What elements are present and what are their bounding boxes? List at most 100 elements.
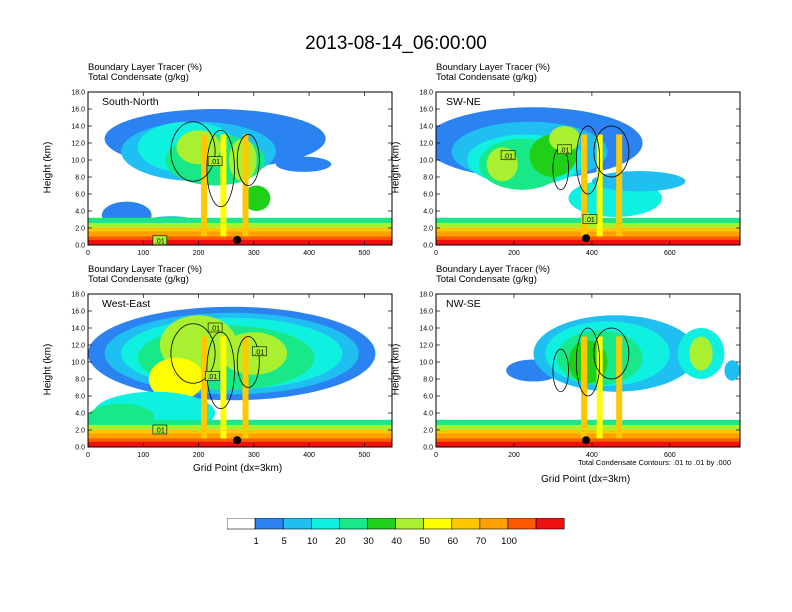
x-tick-label: 300 [248,250,260,257]
colorbar-label: 30 [363,536,374,547]
boundary-layer-band [436,441,740,447]
y-tick-label: 18.0 [419,292,433,299]
y-tick-label: 16.0 [71,107,85,114]
y-tick-label: 6.0 [423,192,433,199]
colorbar-swatch [311,518,340,530]
y-tick-label: 12.0 [419,343,433,350]
colorbar-swatch [254,518,284,530]
y-tick-label: 0.0 [423,445,433,452]
x-tick-label: 200 [508,452,520,459]
x-tick-label: 300 [248,452,260,459]
x-tick-label: 100 [137,250,149,257]
y-tick-label: 14.0 [419,326,433,333]
plot-frame [87,293,393,448]
y-tick-label: 18.0 [71,292,85,299]
colorbar-swatch [395,518,425,530]
condensate-contour [170,121,216,182]
contour-note: Total Condensate Contours: .01 to .01 by… [578,458,732,467]
panel-title: SW-NE [446,96,481,108]
colorbar-label: 5 [281,536,287,547]
contour-label-box [152,424,168,435]
y-tick-label: 16.0 [71,309,85,316]
panel-south-north: Boundary Layer Tracer (%) Total Condensa… [36,62,393,277]
y-tick-label: 8.0 [75,377,85,384]
y-tick-label: 12.0 [71,141,85,148]
contour-label: .01 [207,374,217,381]
convective-column [596,336,603,439]
y-tick-label: 10.0 [71,360,85,367]
tracer-blob [591,171,686,192]
y-tick-label: 18.0 [71,90,85,97]
contour-label: .01 [503,153,513,160]
x-tick-label: 0 [434,452,438,459]
panel-header-condensate: Total Condensate (g/kg) [436,72,537,83]
contour-label: .01 [210,159,220,166]
colorbar-swatch [479,518,509,530]
plot-area: .01 .01 .01 0.0 2.0 4.0 6.0 8.0 10.0 12.0 14.0 16.0… [419,90,741,257]
convective-column [220,134,227,237]
y-tick-label: 16.0 [419,309,433,316]
x-tick-label: 400 [303,452,315,459]
contour-label: .01 [254,349,264,356]
y-tick-label: 2.0 [75,428,85,435]
tracer-blob [242,185,271,211]
y-tick-label: 4.0 [423,411,433,418]
x-axis-label-right: Grid Point (dx=3km) [541,474,631,485]
condensate-contour [593,327,630,380]
convective-column [220,336,227,439]
contour-label: .01 [585,217,595,224]
contour-label-box [207,322,223,333]
contour-label-box [205,371,220,381]
contour-label: .01 [155,238,165,245]
condensate-contour [236,336,260,388]
colorbar-swatch [507,518,537,530]
colorbar [227,518,565,530]
panel-title: NW-SE [446,298,481,310]
y-tick-label: 14.0 [71,124,85,131]
y-tick-label: 6.0 [75,394,85,401]
x-tick-label: 400 [586,452,598,459]
colorbar-label: 100 [501,536,517,547]
convective-column [616,336,623,439]
y-tick-label: 10.0 [419,360,433,367]
y-tick-label: 4.0 [75,209,85,216]
convective-column [201,134,208,237]
plot-frame [435,293,741,448]
y-tick-label: 10.0 [419,158,433,165]
y-tick-label: 14.0 [71,326,85,333]
condensate-contour [552,348,569,393]
figure-title: 2013-08-14_06:00:00 [305,33,487,54]
contour-label: .01 [560,147,570,154]
x-tick-label: 500 [359,452,371,459]
y-tick-label: 6.0 [423,394,433,401]
tracer-blob [689,336,713,371]
convective-column [596,134,603,237]
location-marker [233,235,242,244]
plot-area: .01 .01 .01 .01 0.0 2.0 4.0 6.0 8.0 10.0 12.0 14.0 1… [71,292,393,459]
location-marker [582,234,591,243]
contour-label-box [252,346,267,357]
panel-sw-ne: Boundary Layer Tracer (%) Total Condensa… [384,62,741,277]
tracer-blob [549,126,581,152]
y-tick-label: 8.0 [423,377,433,384]
y-tick-label: 0.0 [423,243,433,250]
convective-column [581,134,588,237]
panel-nw-se: Boundary Layer Tracer (%) Total Condensa… [384,264,741,479]
y-tick-label: 12.0 [71,343,85,350]
condensate-contour [575,125,601,195]
x-tick-label: 400 [586,250,598,257]
x-tick-label: 400 [303,250,315,257]
contour-label-box [500,150,516,161]
contour-label-box [557,144,572,155]
y-tick-label: 4.0 [423,209,433,216]
y-tick-label: 8.0 [423,175,433,182]
colorbar-label: 40 [391,536,402,547]
boundary-layer-band [436,239,740,245]
contour-label: .01 [155,428,165,435]
panel-header-tracer: Boundary Layer Tracer (%) [436,264,551,275]
condensate-contour [206,129,235,208]
panel-header-condensate: Total Condensate (g/kg) [436,274,537,285]
plot-frame [435,91,741,246]
x-axis-label-left: Grid Point (dx=3km) [193,463,283,474]
y-tick-label: 4.0 [75,411,85,418]
